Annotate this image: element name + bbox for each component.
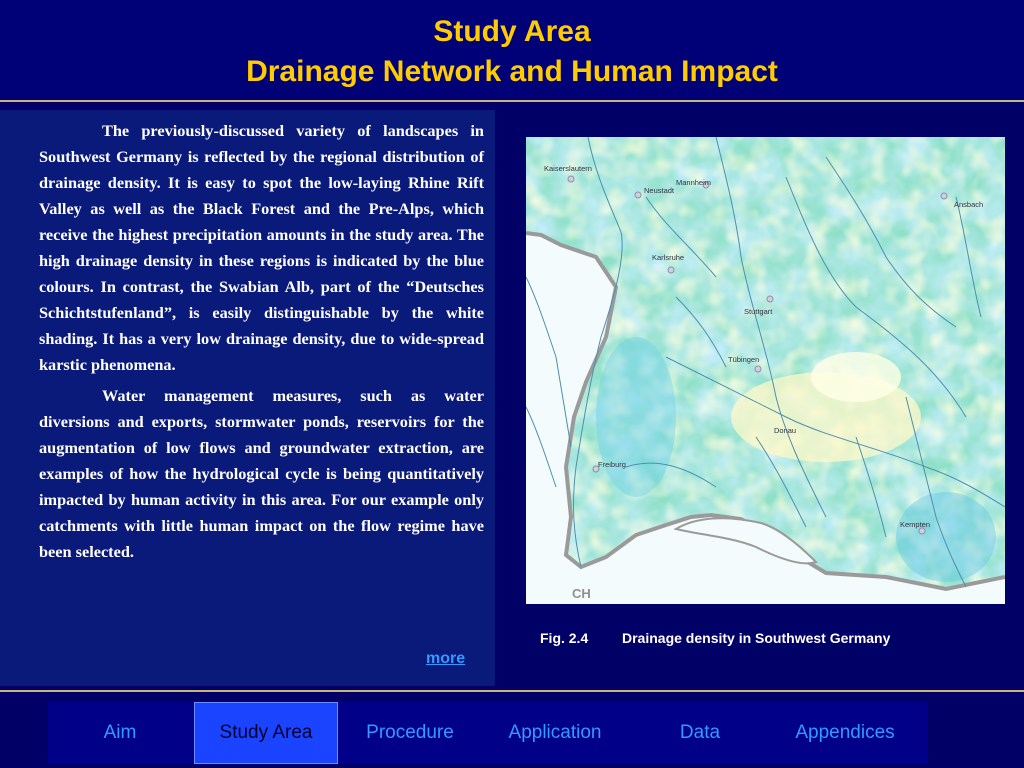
label-neustadt: Neustadt <box>644 186 675 195</box>
figure-number: Fig. 2.4 <box>540 630 589 646</box>
label-kempten: Kempten <box>900 520 930 529</box>
slide-header: Study Area Drainage Network and Human Im… <box>0 0 1024 102</box>
more-link[interactable]: more <box>426 650 466 667</box>
label-tubingen: Tübingen <box>728 355 759 364</box>
label-donau: Donau <box>774 426 796 435</box>
paragraph-drainage-density: The previously-discussed variety of land… <box>39 121 484 374</box>
nav-separator <box>0 690 1024 692</box>
city-markers <box>567 175 948 535</box>
drainage-density-map: Kaiserslautern Neustadt Mannheim Ansbach… <box>526 137 1005 604</box>
label-mannheim: Mannheim <box>676 178 711 187</box>
figure-caption-text: Drainage density in Southwest Germany <box>622 630 891 646</box>
density-shading <box>526 137 1005 589</box>
river-network <box>526 137 1005 588</box>
bottom-navigation: Aim Study Area Procedure Application Dat… <box>48 702 928 764</box>
label-ansbach: Ansbach <box>954 200 983 209</box>
nav-appendices[interactable]: Appendices <box>795 722 895 743</box>
nav-application[interactable]: Application <box>508 722 602 743</box>
paragraph-water-management: Water management measures, such as water… <box>39 386 484 561</box>
lake-constance <box>673 517 818 565</box>
figure-caption: Fig. 2.4 Drainage density in Southwest Ge… <box>540 630 890 646</box>
nav-aim[interactable]: Aim <box>103 722 137 743</box>
text-panel: The previously-discussed variety of land… <box>0 110 495 686</box>
slide-title: Study Area <box>433 15 591 48</box>
nav-study-area[interactable]: Study Area <box>194 702 338 764</box>
label-kaiserslautern: Kaiserslautern <box>544 164 592 173</box>
nav-procedure[interactable]: Procedure <box>366 722 454 743</box>
label-stuttgart: Stuttgart <box>744 307 773 316</box>
slide-subtitle: Drainage Network and Human Impact <box>246 55 778 88</box>
label-karlsruhe: Karlsruhe <box>652 253 684 262</box>
nav-data[interactable]: Data <box>679 722 721 743</box>
label-freiburg: Freiburg <box>598 460 626 469</box>
label-ch: CH <box>572 586 591 601</box>
map-graphic: Kaiserslautern Neustadt Mannheim Ansbach… <box>526 137 1005 604</box>
